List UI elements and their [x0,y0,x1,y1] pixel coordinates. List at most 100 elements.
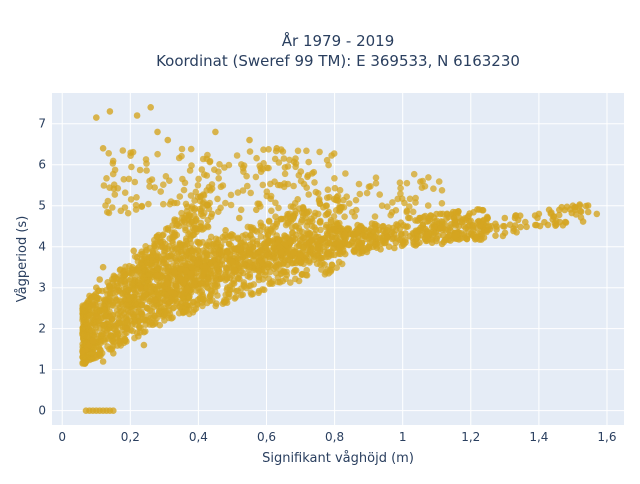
data-point [286,257,294,264]
data-point [176,303,183,310]
data-point [255,200,263,208]
data-point [157,243,165,250]
data-point [154,150,161,158]
data-point [317,261,324,268]
data-point [447,227,454,234]
data-point [174,250,181,258]
data-point [326,240,334,247]
data-point [384,203,391,210]
data-point [163,280,171,287]
data-point [303,184,311,191]
data-point [317,226,324,234]
data-point [192,188,200,196]
data-point [372,180,380,187]
data-point [246,263,253,271]
data-point [246,136,253,144]
data-point [390,234,398,242]
data-point [346,200,353,207]
data-point [341,213,348,220]
data-point [246,241,254,248]
data-point [142,328,149,335]
data-point [290,249,297,256]
data-point [335,228,343,235]
data-point [187,192,195,199]
data-point [303,147,310,155]
data-point [223,233,231,241]
data-point [93,313,100,320]
data-point [106,313,114,320]
data-point [153,286,161,294]
data-point [331,175,338,182]
data-point [132,308,140,316]
data-point [109,160,117,167]
data-point [399,239,407,246]
data-point [336,243,343,250]
data-point [97,302,105,309]
data-point [184,255,192,263]
data-point [304,172,312,179]
data-point [284,180,292,188]
data-point [158,303,165,311]
data-point [206,238,213,245]
data-point [133,112,141,119]
data-point [114,185,122,192]
data-point [273,145,281,152]
data-point [351,247,359,255]
data-point [379,234,387,242]
data-point [138,250,146,258]
data-point [414,217,422,224]
data-point [315,255,323,262]
data-point [352,196,360,204]
data-point [225,264,233,272]
data-point [143,167,150,174]
data-point [259,165,267,173]
data-point [593,210,601,218]
data-point [186,167,194,174]
data-point [285,219,292,226]
data-point [420,213,427,221]
data-point [303,266,311,274]
data-point [160,248,168,255]
data-point [191,278,199,285]
data-point [167,288,175,296]
data-point [203,187,210,194]
data-point [304,218,311,226]
data-point [195,239,202,246]
data-point [239,164,247,172]
data-point [208,185,216,192]
data-point [208,210,216,218]
data-point [326,226,333,234]
dense-point-cloud [79,145,592,367]
data-point [162,173,170,180]
y-tick-label: 7 [38,117,46,131]
x-tick-label: 0 [58,430,66,444]
data-point [104,208,111,216]
data-point [323,194,331,201]
x-tick-labels: 0 0,2 0,4 0,6 0,8 1 1,2 1,4 1,6 [58,430,616,444]
data-point [82,301,89,308]
data-point [120,268,127,275]
data-point [178,145,186,153]
data-point [282,275,290,283]
data-point [401,199,408,207]
data-point [278,249,285,256]
data-point [541,218,548,226]
data-point [188,263,195,271]
data-point [275,204,282,212]
data-point [255,289,262,297]
data-point [229,232,237,239]
data-point [348,208,356,216]
data-point [119,147,127,154]
data-point [271,178,278,185]
data-point [167,252,174,259]
data-point [272,269,280,277]
data-point [154,272,161,279]
data-point [106,345,113,353]
data-point [181,218,189,226]
data-point [144,304,151,312]
data-point [265,164,272,172]
data-point [226,274,234,282]
data-point [511,214,519,222]
data-point [267,279,275,287]
